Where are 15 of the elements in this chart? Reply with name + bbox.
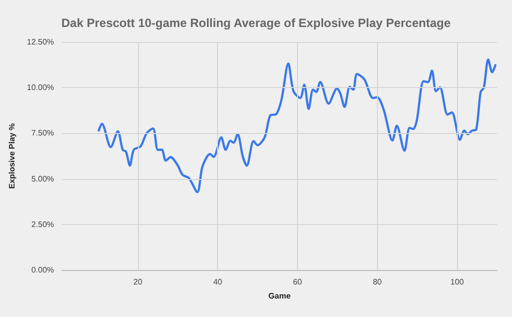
- y-tick-label: 10.00%: [26, 83, 54, 92]
- y-tick-label: 0.00%: [31, 266, 54, 274]
- chart-title: Dak Prescott 10-game Rolling Average of Explosive Play Percentage: [61, 16, 451, 30]
- y-tick-label: 7.50%: [31, 128, 54, 138]
- y-tick-label: 2.50%: [31, 220, 54, 229]
- x-tick-label: 40: [213, 278, 223, 286]
- x-tick-label: 100: [450, 278, 464, 286]
- x-tick-label: 20: [133, 278, 143, 286]
- y-axis-title: Explosive Play %: [8, 123, 16, 189]
- x-tick-label: 60: [293, 278, 302, 286]
- y-tick-label: 5.00%: [31, 174, 54, 184]
- x-tick-label: 80: [372, 278, 382, 286]
- y-tick-label: 12.50%: [26, 38, 54, 46]
- line-series: [98, 58, 497, 194]
- x-axis-title: Game: [268, 292, 292, 300]
